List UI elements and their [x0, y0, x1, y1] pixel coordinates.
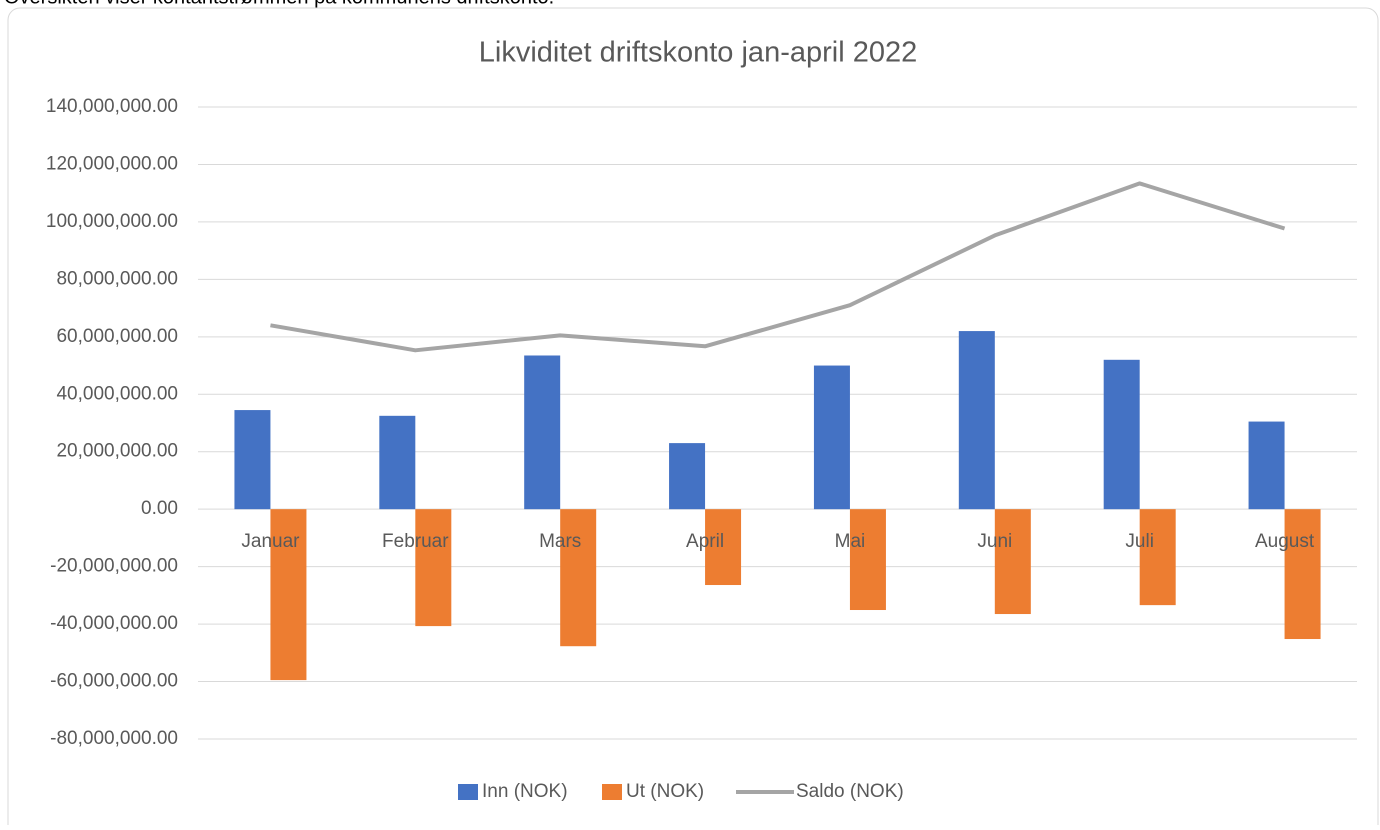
x-tick-label: April	[686, 531, 724, 552]
bar	[234, 410, 271, 510]
legend-swatch	[458, 784, 478, 800]
caption: Oversikten viser kontantstrømmen på komm…	[4, 0, 554, 8]
bar	[705, 509, 742, 586]
chart-title: Likviditet driftskonto jan-april 2022	[479, 37, 917, 69]
legend-label: Saldo (NOK)	[796, 781, 904, 802]
bar	[1139, 509, 1176, 606]
bar	[958, 331, 995, 510]
line-series	[270, 181, 1286, 353]
bar	[270, 509, 307, 681]
bar	[669, 443, 706, 510]
bar	[415, 509, 452, 627]
y-tick-label: 40,000,000.00	[56, 383, 178, 404]
y-tick-label: -20,000,000.00	[50, 556, 178, 577]
y-tick-label: -60,000,000.00	[50, 671, 178, 692]
bar	[379, 415, 416, 510]
y-tick-label: 100,000,000.00	[46, 211, 178, 232]
chart-frame	[7, 7, 1379, 830]
bar	[813, 365, 850, 510]
y-tick-label: 60,000,000.00	[56, 326, 178, 347]
bar	[849, 509, 886, 611]
legend-swatch	[602, 784, 622, 800]
x-tick-label: Juni	[977, 531, 1012, 552]
y-tick-label: -80,000,000.00	[50, 728, 178, 749]
bar	[994, 509, 1031, 615]
y-tick-label: 0.00	[141, 498, 178, 519]
bar	[1103, 359, 1140, 510]
bar	[560, 509, 597, 647]
x-tick-label: Mai	[835, 531, 866, 552]
y-tick-label: 140,000,000.00	[46, 96, 178, 117]
bar	[524, 355, 561, 510]
y-tick-label: -40,000,000.00	[50, 613, 178, 634]
x-tick-label: Juli	[1125, 531, 1154, 552]
x-tick-label: Februar	[382, 531, 449, 552]
legend-label: Ut (NOK)	[626, 781, 704, 802]
y-tick-label: 80,000,000.00	[56, 268, 178, 289]
x-tick-label: August	[1255, 531, 1315, 552]
legend-label: Inn (NOK)	[482, 781, 568, 802]
y-tick-label: 120,000,000.00	[46, 153, 178, 174]
bar	[1284, 509, 1321, 640]
bar	[1248, 421, 1285, 510]
x-tick-label: Mars	[539, 531, 581, 552]
y-tick-label: 20,000,000.00	[56, 441, 178, 462]
x-tick-label: Januar	[241, 531, 300, 552]
